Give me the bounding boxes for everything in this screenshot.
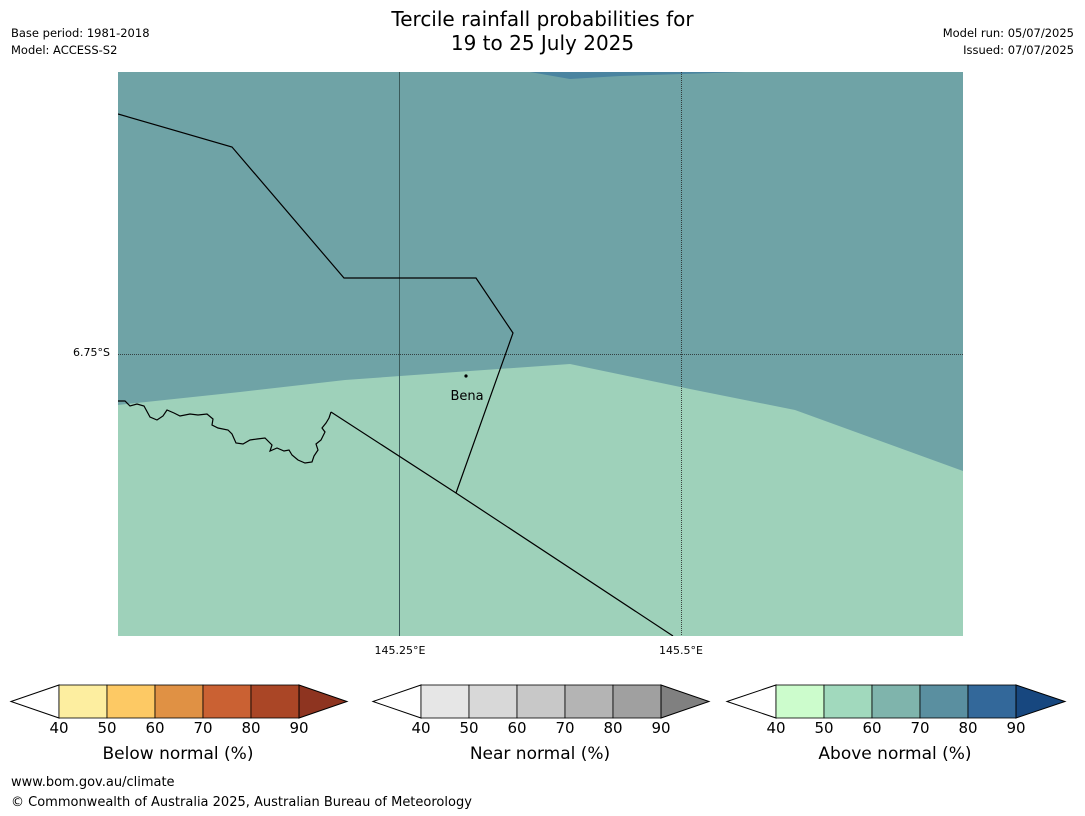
longitude-label-145-25: 145.25°E xyxy=(374,644,426,657)
above-colorbar-segment xyxy=(919,684,969,719)
near-colorbar-tick-label: 40 xyxy=(411,719,431,737)
below-colorbar-segment xyxy=(154,684,204,719)
near-colorbar-segment xyxy=(564,684,614,719)
above-colorbar-low-extension xyxy=(725,684,777,719)
above-colorbar-segment xyxy=(967,684,1017,719)
longitude-label-145-5: 145.5°E xyxy=(659,644,703,657)
province-boundary xyxy=(118,113,514,494)
above-colorbar-tick-label: 60 xyxy=(862,719,882,737)
near-normal-title: Near normal (%) xyxy=(469,744,611,764)
below-colorbar-tick-label: 80 xyxy=(241,719,261,737)
below-colorbar-high-extension xyxy=(298,684,349,719)
above-normal-80-region xyxy=(530,72,745,79)
below-colorbar-tick-label: 60 xyxy=(145,719,165,737)
title-line-2: 19 to 25 July 2025 xyxy=(450,31,635,55)
near-normal-colorbar xyxy=(371,684,711,719)
above-colorbar-tick-label: 50 xyxy=(814,719,834,737)
model-run-date: Model run: 05/07/2025 xyxy=(942,26,1074,40)
above-normal-50-region xyxy=(118,364,963,636)
below-colorbar-segment xyxy=(58,684,108,719)
near-colorbar-tick-label: 50 xyxy=(459,719,479,737)
below-colorbar-tick-label: 90 xyxy=(289,719,309,737)
near-colorbar-segment xyxy=(468,684,518,719)
run-info: Model run: 05/07/2025 Issued: 07/07/2025 xyxy=(943,25,1074,59)
near-colorbar-tick-label: 90 xyxy=(651,719,671,737)
title-line-1: Tercile rainfall probabilities for xyxy=(391,7,694,31)
below-colorbar-segment xyxy=(202,684,252,719)
above-colorbar-tick-label: 70 xyxy=(910,719,930,737)
above-normal-title: Above normal (%) xyxy=(818,744,972,764)
above-colorbar-high-extension xyxy=(1015,684,1067,719)
above-colorbar-segment xyxy=(823,684,873,719)
model-name: Model: ACCESS-S2 xyxy=(11,43,118,57)
below-colorbar-tick-label: 40 xyxy=(49,719,69,737)
below-normal-title: Below normal (%) xyxy=(102,744,254,764)
above-colorbar-tick-label: 90 xyxy=(1006,719,1026,737)
near-colorbar-tick-label: 60 xyxy=(507,719,527,737)
below-colorbar-tick-label: 50 xyxy=(97,719,117,737)
colorbars xyxy=(9,684,1067,719)
copyright-text: © Commonwealth of Australia 2025, Austra… xyxy=(11,795,472,810)
town-label-bena: Bena xyxy=(450,389,483,404)
website-text: www.bom.gov.au/climate xyxy=(11,775,175,790)
latitude-label: 6.75°S xyxy=(73,346,110,359)
model-info: Base period: 1981-2018 Model: ACCESS-S2 xyxy=(11,25,150,59)
near-colorbar-high-extension xyxy=(660,684,711,719)
province-boundary-south xyxy=(330,411,674,636)
near-colorbar-tick-label: 80 xyxy=(603,719,623,737)
above-colorbar-tick-label: 80 xyxy=(958,719,978,737)
below-normal-colorbar xyxy=(9,684,349,719)
near-colorbar-low-extension xyxy=(371,684,422,719)
above-normal-colorbar xyxy=(725,684,1067,719)
base-period: Base period: 1981-2018 xyxy=(11,26,150,40)
river-line xyxy=(118,400,332,464)
below-colorbar-segment xyxy=(106,684,156,719)
near-colorbar-tick-label: 70 xyxy=(555,719,575,737)
issued-date: Issued: 07/07/2025 xyxy=(963,43,1074,57)
near-colorbar-segment xyxy=(612,684,662,719)
map-title: Tercile rainfall probabilities for 19 to… xyxy=(0,7,1085,55)
near-colorbar-segment xyxy=(516,684,566,719)
near-colorbar-segment xyxy=(420,684,470,719)
below-colorbar-low-extension xyxy=(9,684,60,719)
above-colorbar-tick-label: 40 xyxy=(766,719,786,737)
above-colorbar-segment xyxy=(871,684,921,719)
below-colorbar-segment xyxy=(250,684,300,719)
above-colorbar-segment xyxy=(775,684,825,719)
map-panel: Bena xyxy=(118,72,963,636)
below-colorbar-tick-label: 70 xyxy=(193,719,213,737)
town-marker xyxy=(464,374,468,378)
